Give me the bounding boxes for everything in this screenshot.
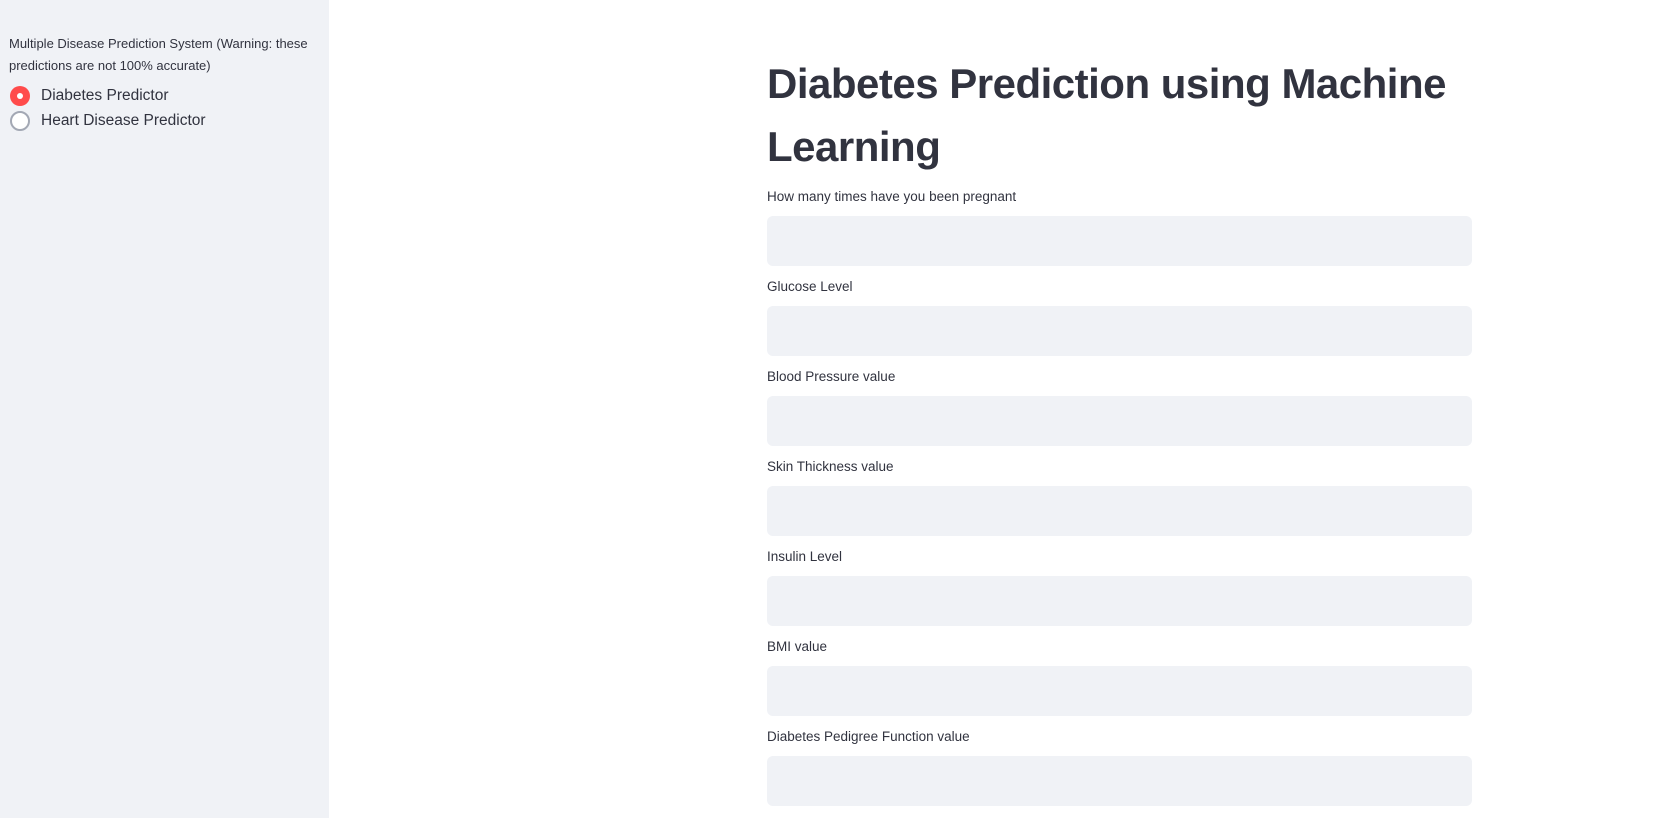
radio-unselected-icon[interactable] [10,110,30,131]
bmi-field: BMI value [767,638,1472,716]
glucose-label: Glucose Level [767,279,853,294]
skin-thickness-input[interactable] [767,486,1472,536]
glucose-field: Glucose Level [767,278,1472,356]
insulin-input[interactable] [767,576,1472,626]
bmi-input[interactable] [767,666,1472,716]
sidebar: Multiple Disease Prediction System (Warn… [0,0,329,818]
insulin-field: Insulin Level [767,548,1472,626]
glucose-input[interactable] [767,306,1472,356]
pedigree-field: Diabetes Pedigree Function value [767,728,1472,806]
insulin-label: Insulin Level [767,549,843,564]
radio-option-label: Diabetes Predictor [41,86,169,104]
pedigree-input[interactable] [767,756,1472,806]
bmi-label: BMI value [767,639,828,654]
radio-option-diabetes[interactable]: Diabetes Predictor [9,83,329,108]
pregnancies-label: How many times have you been pregnant [767,189,1017,204]
disease-selector-radio-group: Diabetes Predictor Heart Disease Predict… [9,83,329,133]
pregnancies-input[interactable] [767,216,1472,266]
page-title: Diabetes Prediction using Machine Learni… [767,60,1446,170]
main-content: Diabetes Prediction using Machine Learni… [767,0,1472,806]
skin-thickness-field: Skin Thickness value [767,458,1472,536]
disease-selector-label: Multiple Disease Prediction System (Warn… [9,36,308,73]
radio-selected-icon[interactable] [10,85,30,106]
blood-pressure-input[interactable] [767,396,1472,446]
skin-thickness-label: Skin Thickness value [767,459,894,474]
radio-option-label: Heart Disease Predictor [41,111,206,129]
pregnancies-field: How many times have you been pregnant [767,188,1472,266]
radio-option-heart-disease[interactable]: Heart Disease Predictor [9,108,329,133]
blood-pressure-label: Blood Pressure value [767,369,896,384]
blood-pressure-field: Blood Pressure value [767,368,1472,446]
pedigree-label: Diabetes Pedigree Function value [767,729,970,744]
